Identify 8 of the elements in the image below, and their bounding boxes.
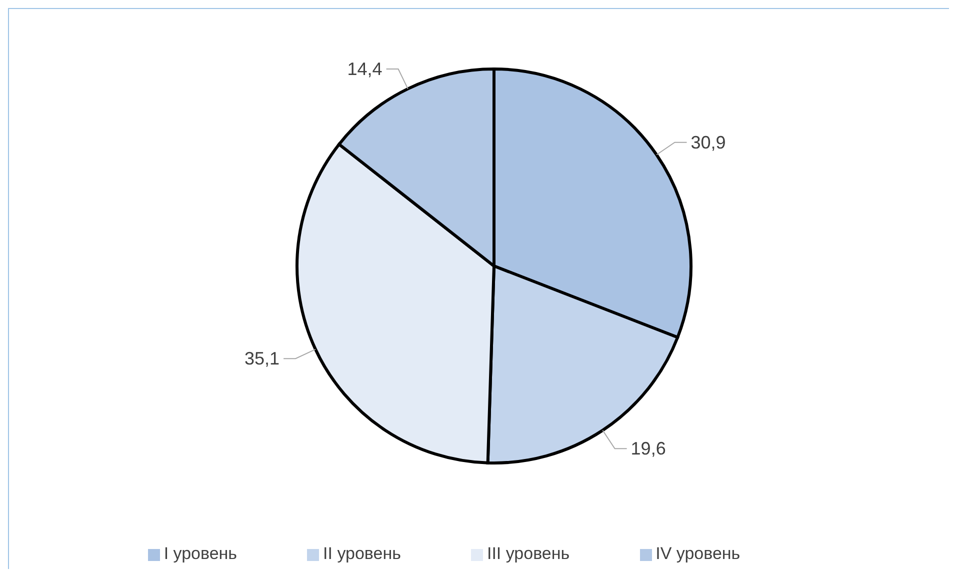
data-label: 30,9 xyxy=(690,132,726,152)
legend-label: II уровень xyxy=(323,544,401,563)
data-label: 35,1 xyxy=(244,348,280,369)
data-label: 14,4 xyxy=(347,59,382,80)
legend-label: I уровень xyxy=(164,544,238,563)
legend-label: IV уровень xyxy=(656,544,740,563)
legend-label: III уровень xyxy=(486,544,570,563)
data-label: 19,6 xyxy=(630,438,666,459)
